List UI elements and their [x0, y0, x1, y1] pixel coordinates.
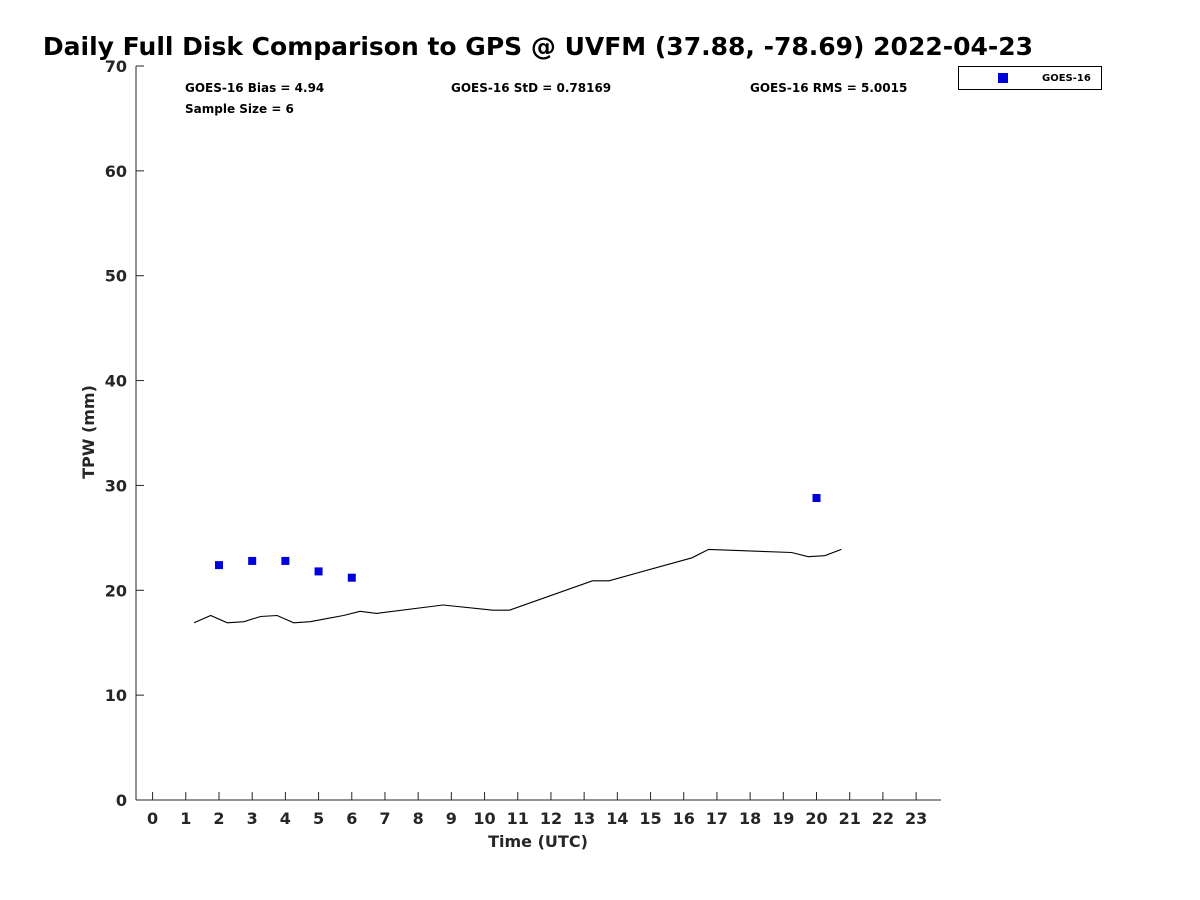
x-tick-label: 16 — [673, 809, 695, 828]
x-tick-label: 8 — [413, 809, 424, 828]
x-tick-label: 10 — [473, 809, 495, 828]
y-tick-label: 10 — [105, 686, 127, 705]
goes16-point — [214, 561, 223, 570]
goes16-point — [248, 556, 257, 565]
x-tick-label: 17 — [706, 809, 728, 828]
x-tick-label: 6 — [346, 809, 357, 828]
std-stat: GOES-16 StD = 0.78169 — [451, 81, 611, 95]
x-tick-label: 22 — [872, 809, 894, 828]
goes16-point — [812, 494, 821, 503]
y-axis-label: TPW (mm) — [79, 385, 98, 479]
chart-title: Daily Full Disk Comparison to GPS @ UVFM… — [43, 32, 1033, 61]
x-tick-label: 7 — [379, 809, 390, 828]
goes16-point — [314, 567, 323, 576]
x-tick-label: 12 — [540, 809, 562, 828]
x-tick-label: 13 — [573, 809, 595, 828]
x-tick-label: 23 — [905, 809, 927, 828]
y-tick-label: 20 — [105, 581, 127, 600]
goes16-markers — [214, 494, 821, 582]
goes16-point — [281, 556, 290, 565]
x-tick-label: 18 — [739, 809, 761, 828]
y-tick-label: 0 — [116, 791, 127, 810]
x-tick-label: 15 — [639, 809, 661, 828]
sample-size-stat: Sample Size = 6 — [185, 102, 294, 116]
x-tick-label: 4 — [280, 809, 291, 828]
gps-tpw-line — [193, 548, 842, 624]
x-tick-label: 0 — [147, 809, 158, 828]
x-tick-label: 14 — [606, 809, 628, 828]
x-tick-label: 20 — [805, 809, 827, 828]
x-axis-label: Time (UTC) — [488, 832, 588, 851]
legend-box — [958, 66, 1102, 90]
x-tick-label: 2 — [213, 809, 224, 828]
y-tick-label: 70 — [105, 57, 127, 76]
x-tick-label: 1 — [180, 809, 191, 828]
x-tick-label: 11 — [507, 809, 529, 828]
y-tick-label: 50 — [105, 267, 127, 286]
x-tick-label: 5 — [313, 809, 324, 828]
y-tick-label: 60 — [105, 162, 127, 181]
x-tick-label: 19 — [772, 809, 794, 828]
rms-stat: GOES-16 RMS = 5.0015 — [750, 81, 907, 95]
x-tick-label: 3 — [247, 809, 258, 828]
legend: GOES-16 — [958, 66, 1102, 90]
y-tick-label: 40 — [105, 372, 127, 391]
bias-stat: GOES-16 Bias = 4.94 — [185, 81, 324, 95]
gps-line-layer — [193, 548, 842, 624]
legend-marker-icon — [998, 73, 1008, 83]
x-tick-label: 9 — [446, 809, 457, 828]
legend-label-goes16: GOES-16 — [1042, 73, 1091, 84]
x-tick-label: 21 — [839, 809, 861, 828]
goes16-point — [347, 573, 356, 582]
y-tick-label: 30 — [105, 476, 127, 495]
